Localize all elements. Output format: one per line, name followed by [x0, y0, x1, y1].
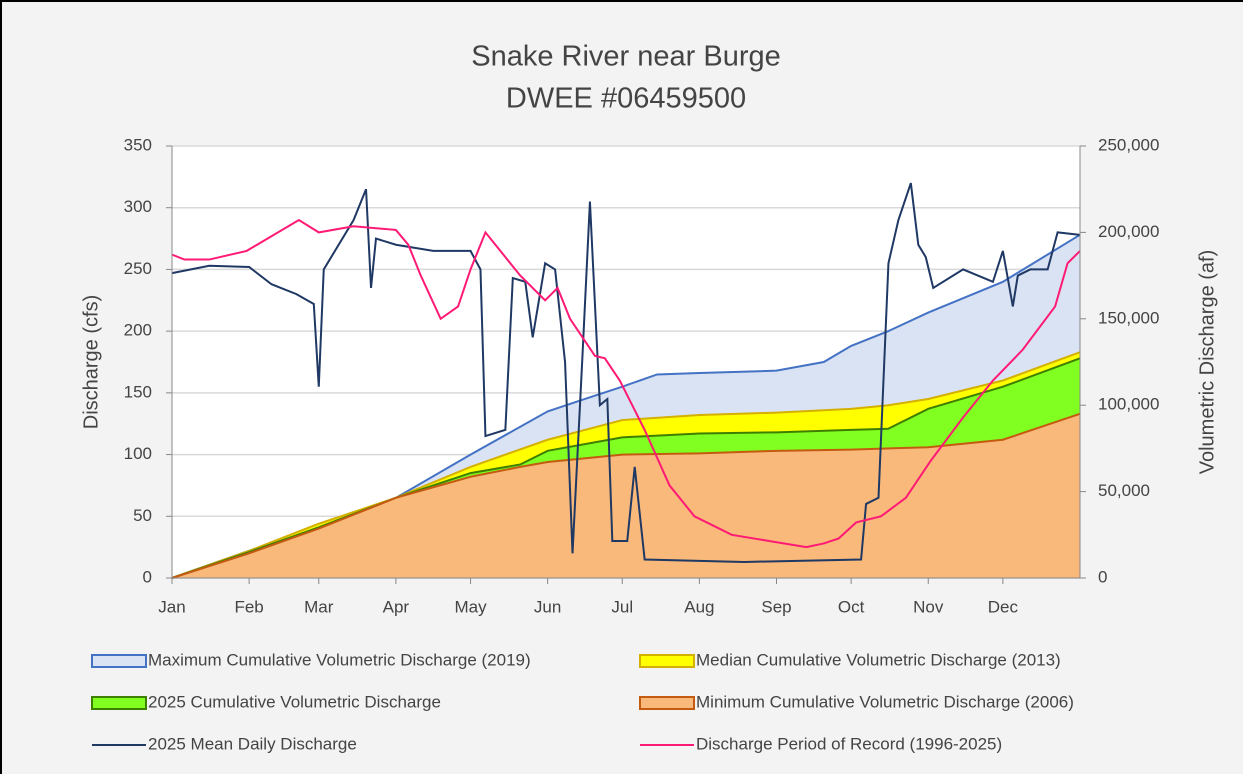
- y-tick-label: 250: [124, 259, 152, 278]
- area-edge: [171, 351, 1081, 579]
- x-tick-label: Jan: [158, 597, 185, 616]
- y-tick-label: 350: [124, 135, 152, 154]
- y-axis-title: Discharge (cfs): [80, 295, 102, 429]
- area-edge: [171, 412, 1081, 579]
- area: [172, 413, 1080, 578]
- y2-tick-label: 200,000: [1098, 222, 1159, 241]
- x-tick-label: Nov: [913, 597, 944, 616]
- legend-swatch: [639, 696, 695, 710]
- y-tick-label: 300: [124, 197, 152, 216]
- y-tick-label: 200: [124, 321, 152, 340]
- x-tick-label: Apr: [383, 597, 410, 616]
- legend-label: Discharge Period of Record (1996-2025): [696, 734, 1002, 753]
- legend-label: Maximum Cumulative Volumetric Discharge …: [148, 650, 531, 669]
- x-tick-label: Dec: [988, 597, 1019, 616]
- y-tick-label: 0: [143, 567, 152, 586]
- x-tick-label: May: [454, 597, 487, 616]
- legend-swatch: [91, 654, 147, 668]
- y-tick-label: 150: [124, 382, 152, 401]
- legend-label: 2025 Cumulative Volumetric Discharge: [148, 692, 441, 711]
- legend-swatch: [91, 696, 147, 710]
- legend-swatch: [639, 654, 695, 668]
- chart-subtitle: DWEE #06459500: [506, 83, 746, 115]
- x-tick-label: Feb: [234, 597, 263, 616]
- legend-label: Minimum Cumulative Volumetric Discharge …: [696, 692, 1074, 711]
- y-tick-label: 50: [133, 506, 152, 525]
- y2-axis-title: Volumetric Discharge (af): [1196, 250, 1218, 475]
- chart-title: Snake River near Burge: [471, 41, 781, 73]
- area-edge: [171, 233, 1081, 579]
- y2-tick-label: 250,000: [1098, 135, 1159, 154]
- y2-tick-label: 50,000: [1098, 481, 1150, 500]
- y2-tick-label: 0: [1098, 567, 1107, 586]
- legend-label: Median Cumulative Volumetric Discharge (…: [696, 650, 1061, 669]
- x-tick-label: Mar: [304, 597, 334, 616]
- x-tick-label: Jun: [534, 597, 561, 616]
- y-tick-label: 100: [124, 444, 152, 463]
- line: [171, 218, 1081, 549]
- legend-label: 2025 Mean Daily Discharge: [148, 734, 357, 753]
- x-tick-label: Sep: [761, 597, 791, 616]
- line: [171, 182, 1081, 563]
- x-tick-label: Aug: [684, 597, 714, 616]
- y2-tick-label: 100,000: [1098, 395, 1159, 414]
- y2-tick-label: 150,000: [1098, 308, 1159, 327]
- x-tick-label: Oct: [838, 597, 865, 616]
- x-tick-label: Jul: [611, 597, 633, 616]
